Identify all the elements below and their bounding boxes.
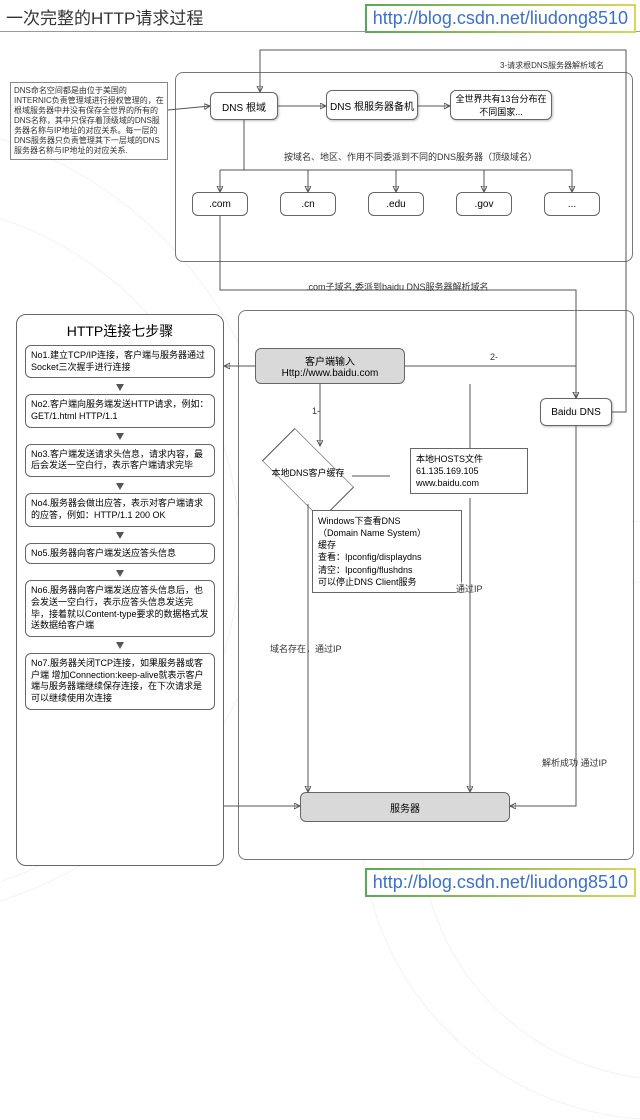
watermark-bottom: http://blog.csdn.net/liudong8510 xyxy=(365,868,636,897)
edge-1-label: 1- xyxy=(312,406,320,416)
root-dist-note: 全世界共有13台分布在不同国家... xyxy=(450,90,552,120)
tld-more: ... xyxy=(544,192,600,216)
step-2: No2.客户端向服务端发送HTTP请求，例如：GET/1.html HTTP/1… xyxy=(25,394,215,427)
internic-note: DNS命名空间都是由位于美国的INTERNIC负责管理域进行授权管理的，在根域服… xyxy=(10,82,168,160)
tld-cn: .cn xyxy=(280,192,336,216)
com-sub-note: .com子域名,委派到baidu DNS服务器解析域名 xyxy=(306,280,489,293)
step-arrow xyxy=(17,430,223,444)
step-arrow xyxy=(17,479,223,493)
dns-root-backup-node: DNS 根服务器备机 xyxy=(326,90,418,120)
step-7: No7.服务器关闭TCP连接，如果服务器或客户端 增加Connection:ke… xyxy=(25,653,215,710)
edge-2-label: 2- xyxy=(490,352,498,362)
tld-com: .com xyxy=(192,192,248,216)
baidu-dns-node: Baidu DNS xyxy=(540,398,612,426)
server-node: 服务器 xyxy=(300,792,510,822)
watermark-top: http://blog.csdn.net/liudong8510 xyxy=(365,4,636,33)
step-3: No3.客户端发送请求头信息，请求内容，最后会发送一空白行，表示客户端请求完毕 xyxy=(25,444,215,477)
tld-gov: .gov xyxy=(456,192,512,216)
step-arrow xyxy=(17,566,223,580)
client-input-node: 客户端输入 Http://www.baidu.com xyxy=(255,348,405,384)
local-dns-cache-text: 本地DNS客户缓存 xyxy=(248,466,368,479)
req-root-note: 3-请求根DNS服务器解析域名 xyxy=(500,60,604,71)
step-arrow xyxy=(17,639,223,653)
step-1: No1.建立TCP/IP连接，客户端与服务器通过Socket三次握手进行连接 xyxy=(25,345,215,378)
page-title: 一次完整的HTTP请求过程 xyxy=(6,4,203,29)
cache-exist-label: 域名存在，通过IP xyxy=(270,642,342,655)
hosts-box: 本地HOSTS文件 61.135.169.105 www.baidu.com xyxy=(410,448,528,494)
local-dns-cache-diamond: 本地DNS客户缓存 xyxy=(248,444,368,504)
tld-edu: .edu xyxy=(368,192,424,216)
via-ip-label: 通过IP xyxy=(456,582,483,595)
dns-tips-box: Windows下查看DNS （Domain Name System） 缓存 查看… xyxy=(312,510,462,593)
step-5: No5.服务器向客户端发送应答头信息 xyxy=(25,543,215,565)
step-4: No4.服务器会做出应答，表示对客户端请求的应答，例如：HTTP/1.1 200… xyxy=(25,493,215,526)
dns-root-node: DNS 根域 xyxy=(210,92,278,120)
delegate-note: 按域名、地区、作用不同委派到不同的DNS服务器（顶级域名） xyxy=(284,150,537,163)
steps-title: HTTP连接七步骤 xyxy=(17,315,223,345)
resolve-ok-label: 解析成功 通过IP xyxy=(542,756,607,769)
step-arrow xyxy=(17,380,223,394)
step-6: No6.服务器向客户端发送应答头信息后，也会发送一空白行，表示应答头信息发送完毕… xyxy=(25,580,215,637)
steps-panel: HTTP连接七步骤 No1.建立TCP/IP连接，客户端与服务器通过Socket… xyxy=(16,314,224,866)
step-arrow xyxy=(17,529,223,543)
